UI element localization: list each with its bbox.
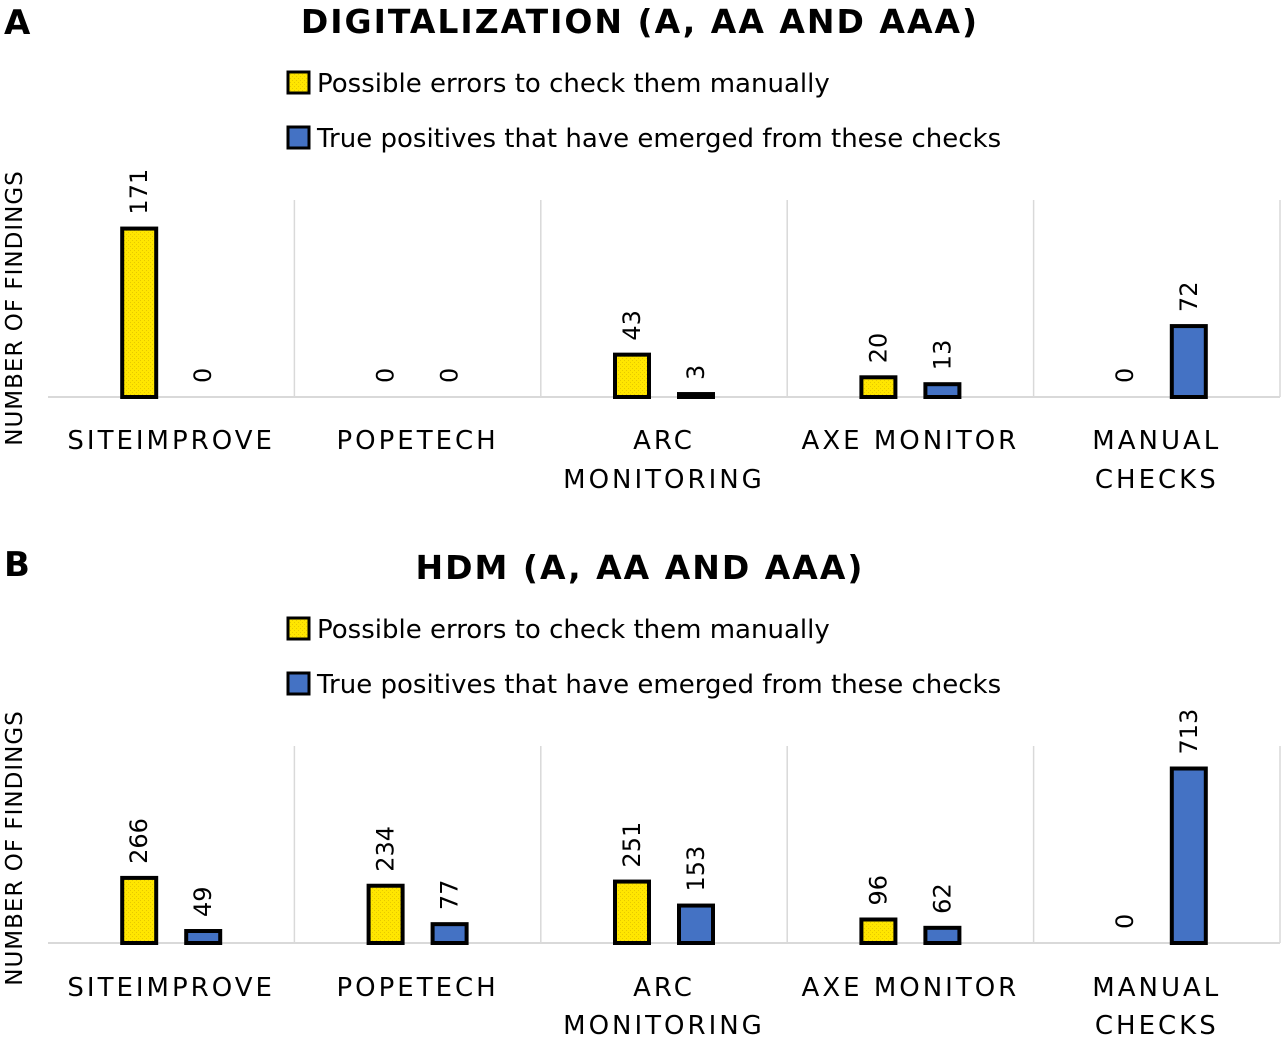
data-label-true-positives: 713 (1175, 709, 1203, 755)
y-axis-label: NUMBER OF FINDINGS (2, 710, 28, 985)
bar-possible-errors (120, 226, 159, 399)
data-label-true-positives: 62 (928, 883, 956, 914)
legend-swatch-possible-errors (286, 70, 311, 95)
data-label-true-positives: 72 (1175, 282, 1203, 313)
bar-true-positives (677, 392, 715, 400)
bar-true-positives (923, 382, 962, 400)
bar-possible-errors (120, 875, 159, 946)
data-label-possible-errors: 266 (125, 818, 153, 864)
category-label: MANUAL (1092, 973, 1221, 1003)
data-label-true-positives: 49 (189, 886, 217, 917)
bar-possible-errors (859, 375, 898, 399)
bar-true-positives (184, 929, 223, 945)
data-label-true-positives: 3 (682, 365, 710, 380)
category-label: MANUAL (1092, 426, 1221, 456)
legend-swatch-true-positives (286, 125, 311, 150)
data-label-true-positives: 77 (436, 880, 464, 911)
data-label-possible-errors: 251 (618, 822, 646, 868)
bar-true-positives (1169, 324, 1208, 399)
panel-letter: B (4, 545, 30, 585)
bar-possible-errors (859, 917, 898, 946)
category-label: POPETECH (336, 426, 498, 456)
category-label: MONITORING (563, 1011, 765, 1038)
bar-true-positives (1169, 766, 1208, 945)
data-label-true-positives: 0 (189, 368, 217, 383)
category-label: CHECKS (1095, 465, 1219, 495)
data-label-possible-errors: 43 (618, 310, 646, 341)
data-label-possible-errors: 0 (1111, 368, 1139, 383)
category-label: ARC (633, 426, 695, 456)
bar-possible-errors (613, 352, 651, 399)
category-label: AXE MONITOR (802, 426, 1020, 456)
category-label: ARC (633, 973, 695, 1003)
legend: Possible errors to check them manually Tr… (286, 615, 1001, 700)
legend-label-possible-errors: Possible errors to check them manually (317, 69, 830, 99)
data-label-possible-errors: 20 (864, 333, 892, 364)
data-label-true-positives: 13 (928, 340, 956, 371)
bar-possible-errors (366, 883, 405, 946)
bar-true-positives (677, 903, 715, 945)
category-label: POPETECH (336, 973, 498, 1003)
data-label-possible-errors: 0 (372, 368, 400, 383)
legend-label-true-positives: True positives that have emerged from th… (316, 124, 1001, 154)
data-label-possible-errors: 96 (864, 875, 892, 906)
bar-true-positives (430, 922, 469, 945)
y-axis-label: NUMBER OF FINDINGS (2, 170, 28, 445)
data-label-true-positives: 153 (682, 846, 710, 892)
legend: Possible errors to check them manually Tr… (286, 69, 1001, 154)
category-label: SITEIMPROVE (67, 426, 275, 456)
bar-true-positives (923, 925, 962, 946)
legend-swatch-true-positives (286, 671, 311, 696)
bar-possible-errors (613, 879, 651, 945)
panel-letter: A (4, 3, 31, 43)
category-label: SITEIMPROVE (67, 973, 275, 1003)
category-label: MONITORING (563, 465, 765, 495)
data-label-possible-errors: 171 (125, 169, 153, 215)
data-label-possible-errors: 0 (1111, 914, 1139, 929)
chart-panel-b: B HDM (A, AA AND AAA) Possible errors to c… (2, 545, 1281, 1038)
category-label: CHECKS (1095, 1011, 1219, 1038)
legend-label-possible-errors: Possible errors to check them manually (317, 615, 830, 645)
legend-swatch-possible-errors (286, 616, 311, 641)
chart-title: DIGITALIZATION (A, AA AND AAA) (301, 2, 979, 41)
data-label-true-positives: 0 (436, 368, 464, 383)
data-label-possible-errors: 234 (372, 826, 400, 872)
legend-label-true-positives: True positives that have emerged from th… (316, 670, 1001, 700)
chart-title: HDM (A, AA AND AAA) (416, 548, 865, 587)
chart-panel-a: A DIGITALIZATION (A, AA AND AAA) Possible … (2, 2, 1281, 495)
category-label: AXE MONITOR (802, 973, 1020, 1003)
